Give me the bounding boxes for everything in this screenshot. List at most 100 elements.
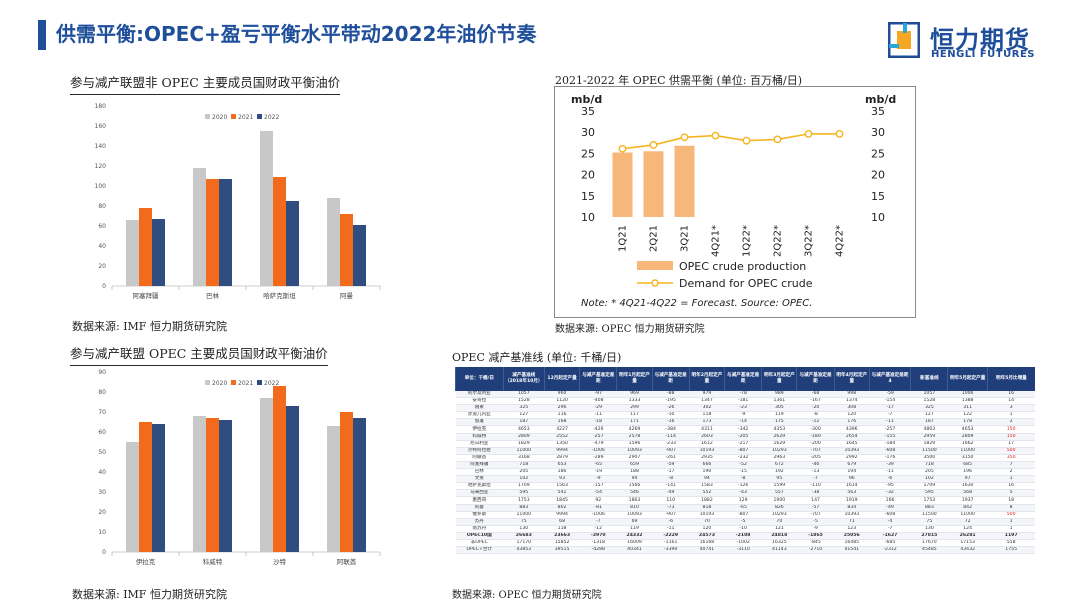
- baseline-table-cell: 2879: [544, 454, 580, 462]
- baseline-table-cell: 150: [987, 433, 1035, 441]
- baseline-table-cell: 120: [689, 525, 725, 533]
- baseline-table-cell: 546: [616, 489, 653, 498]
- baseline-table-cell: -180: [796, 433, 835, 441]
- baseline-table-cell: 93: [544, 475, 580, 484]
- baseline-table-cell: 1057: [503, 391, 545, 399]
- balance-ytick-left: 25: [581, 147, 595, 160]
- baseline-table-cell: 1197: [987, 531, 1035, 540]
- opec-chart-title: 参与减产联盟 OPEC 主要成员国财政平衡油价: [70, 343, 328, 366]
- baseline-table-cell: 1755: [987, 546, 1035, 555]
- baseline-table-cell: 1919: [834, 496, 870, 505]
- baseline-table-cell: -257: [579, 433, 617, 441]
- baseline-table-cell: -8: [652, 475, 690, 484]
- baseline-table-cell: 1583: [689, 482, 725, 491]
- baseline-table-cell: OPEC+合计: [455, 546, 504, 555]
- baseline-column-header: 明年1月起定产量: [616, 367, 653, 391]
- baseline-table-cell: 27815: [910, 531, 948, 540]
- baseline-table-cell: 171: [616, 418, 653, 427]
- opec-bar-2022-沙特: [286, 406, 299, 552]
- baseline-table-cell: 1753: [503, 496, 545, 505]
- baseline-table-cell: 979: [689, 391, 725, 399]
- baseline-table-cell: 818: [689, 504, 725, 512]
- baseline-table-cell: 1006: [947, 391, 988, 399]
- baseline-table-cell: -49: [652, 489, 690, 498]
- baseline-table-cell: 150: [987, 425, 1035, 434]
- baseline-table-cell: 969: [616, 391, 653, 399]
- non-opec-bar-2022-阿塞拜疆: [152, 219, 165, 286]
- baseline-table-cell: 2992: [834, 454, 870, 462]
- baseline-table-cell: 1630: [947, 482, 988, 491]
- balance-ytick-left: 35: [581, 105, 595, 118]
- baseline-column-header: 新基准线: [910, 367, 948, 391]
- baseline-table-cell: 18: [987, 496, 1035, 505]
- opec-ytick-label: 50: [98, 449, 106, 456]
- baseline-table-cell: 96: [834, 475, 870, 484]
- baseline-table-cell: 1566: [616, 482, 653, 491]
- baseline-table-row: 巴林 205 186 -19 188 -17 190 -15 192 -13 194 -11 205 19…: [455, 468, 1035, 477]
- balance-demand-point-2Q21: [649, 141, 658, 149]
- baseline-table-row: 哈萨克斯坦 1709 1563 -157 1566 -141 1583 -126 1599 -11…: [455, 482, 1035, 491]
- baseline-table-cell: 40341: [616, 546, 653, 555]
- baseline-table-cell: 176: [834, 418, 870, 427]
- baseline-table-cell: 尼日利亚: [455, 440, 504, 448]
- baseline-table-cell: 1528: [910, 397, 948, 406]
- baseline-table-cell: 325: [910, 404, 948, 413]
- baseline-table-cell: 500: [987, 511, 1035, 519]
- balance-ytick-left: 10: [581, 211, 595, 224]
- baseline-table-cell: 2907: [616, 454, 653, 462]
- baseline-table-cell: 10193: [689, 447, 725, 455]
- baseline-table-cell: 595: [503, 489, 545, 498]
- opec-ytick-label: 20: [98, 509, 106, 516]
- baseline-table-cell: 1: [987, 518, 1035, 526]
- baseline-table-cell: -167: [796, 397, 835, 406]
- balance-ylabel-left: mb/d: [571, 93, 602, 106]
- baseline-column-header: 明年4月起定产量: [833, 367, 870, 391]
- baseline-table-cell: -68: [796, 391, 835, 399]
- baseline-table-cell: 4653: [947, 425, 988, 434]
- baseline-table-cell: 595: [910, 489, 948, 498]
- baseline-table-row: OPEC+合计 43853 39515 -4288 40341 -3390 40741 -31…: [455, 546, 1035, 555]
- baseline-table-cell: 188: [616, 468, 653, 477]
- baseline-table-cell: -205: [796, 454, 835, 462]
- opec-ytick-label: 60: [98, 429, 106, 436]
- balance-demand-point-3Q21: [680, 133, 689, 142]
- baseline-table-cell: 1937: [947, 496, 988, 505]
- baseline-table-cell: -257: [869, 425, 911, 434]
- baseline-table-cell: 3168: [503, 454, 545, 462]
- baseline-table-cell: 653: [544, 461, 580, 470]
- baseline-table-cell: 安哥拉: [455, 397, 504, 406]
- baseline-table-cell: 1563: [544, 482, 580, 491]
- baseline-table-cell: 14: [987, 397, 1035, 406]
- baseline-table-cell: -78: [724, 391, 762, 399]
- baseline-table-cell: 1709: [910, 482, 948, 491]
- baseline-table-cell: -807: [724, 447, 762, 455]
- non-opec-ytick-label: 180: [95, 103, 107, 110]
- baseline-table-cell: 1: [987, 525, 1035, 533]
- baseline-table-cell: -184: [869, 440, 911, 448]
- baseline-table-cell: 1596: [616, 440, 653, 448]
- opec-bar-2020-伊拉克: [126, 442, 139, 552]
- baseline-table-cell: -608: [869, 511, 911, 519]
- baseline-table-cell: 205: [503, 468, 545, 477]
- baseline-column-header: 明年3月起定产量: [761, 367, 797, 391]
- balance-chart-title: 2021-2022 年 OPEC 供需平衡 (单位: 百万桶/日): [555, 74, 803, 87]
- balance-category-label: 2Q22*: [773, 225, 784, 257]
- baseline-table-cell: -38: [796, 489, 835, 498]
- baseline-table-cell: -176: [869, 454, 911, 462]
- opec-legend-swatch-2021: [231, 380, 236, 385]
- baseline-table-cell: 巴林: [455, 468, 504, 477]
- balance-demand-point-2Q22*: [773, 135, 782, 144]
- baseline-table-cell: 4227: [544, 425, 580, 434]
- baseline-table-cell: 558: [987, 539, 1035, 548]
- baseline-table-cell: -9: [579, 475, 617, 484]
- baseline-table-cell: 10093: [616, 447, 653, 455]
- baseline-table-cell: 哈萨克斯坦: [455, 482, 504, 491]
- baseline-table-cell: 26683: [503, 531, 545, 540]
- baseline-table-cell: 190: [689, 468, 725, 477]
- baseline-column-header: 与减产基准定差距: [723, 367, 762, 391]
- baseline-table-cell: -23: [724, 404, 762, 413]
- baseline-table-cell: 非OPEC: [455, 539, 504, 548]
- non-opec-ytick-label: 60: [98, 223, 106, 230]
- baseline-table-cell: -32: [869, 489, 911, 498]
- baseline-table-cell: 541: [544, 489, 580, 498]
